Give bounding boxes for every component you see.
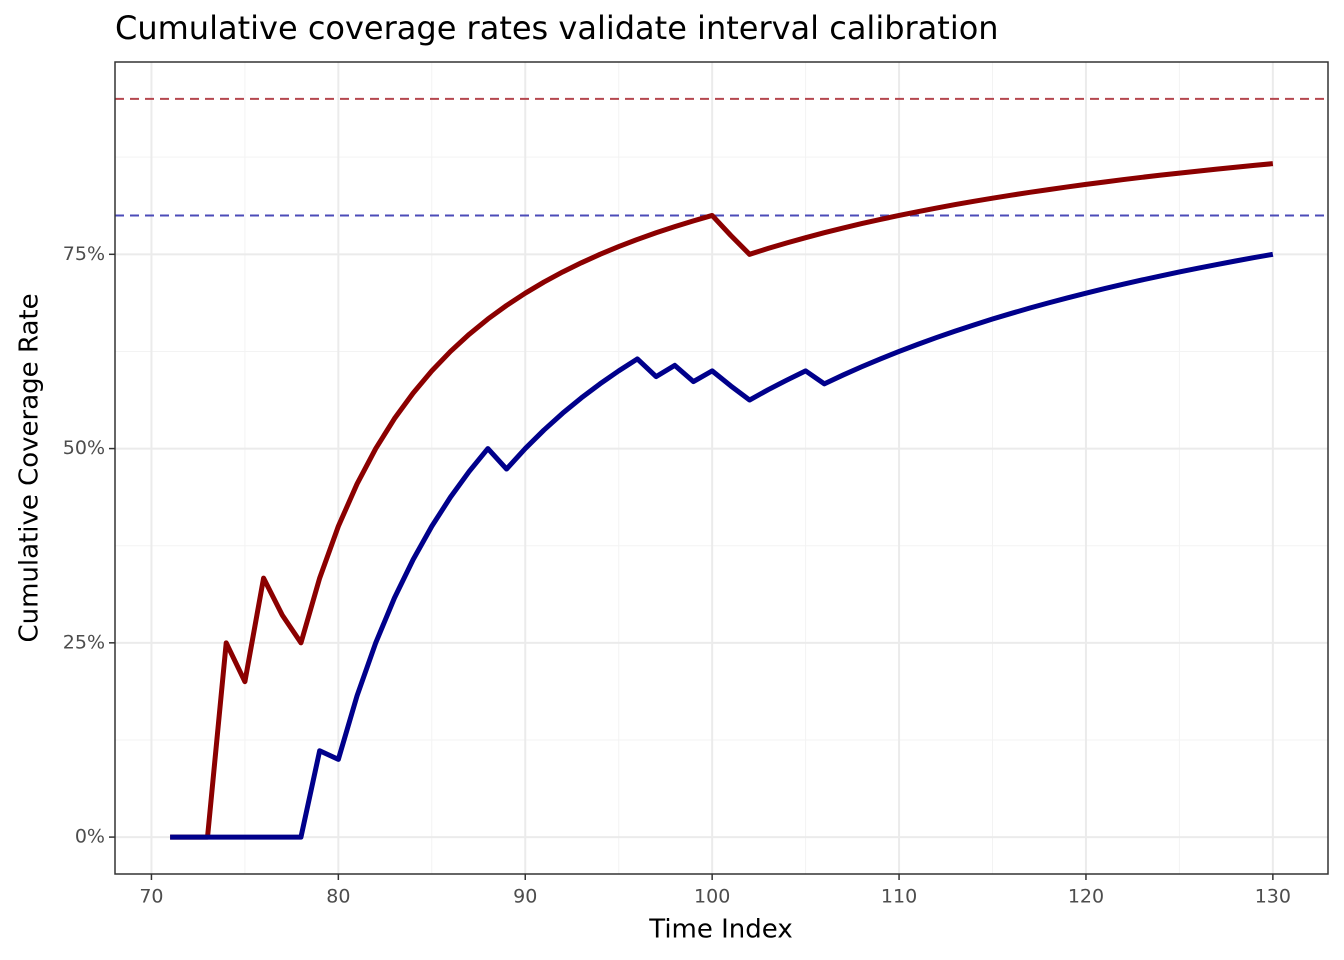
y-tick-label: 50% — [63, 437, 105, 459]
x-tick-label: 110 — [881, 886, 917, 908]
panel-border — [114, 61, 1329, 875]
y-tick-label: 75% — [63, 243, 105, 265]
x-axis-label: Time Index — [648, 915, 792, 945]
chart-title: Cumulative coverage rates validate inter… — [115, 9, 999, 47]
x-tick-label: 90 — [513, 886, 537, 908]
x-tick-label: 130 — [1255, 886, 1291, 908]
x-tick-label: 70 — [139, 886, 163, 908]
y-tick-label: 0% — [75, 826, 105, 848]
x-tick-label: 100 — [694, 886, 730, 908]
y-tick-label: 25% — [63, 631, 105, 653]
y-axis-label: Cumulative Coverage Rate — [15, 293, 45, 642]
x-tick-label: 80 — [326, 886, 350, 908]
x-tick-label: 120 — [1068, 886, 1104, 908]
series-line — [170, 161, 1274, 840]
series-line — [170, 251, 1274, 840]
